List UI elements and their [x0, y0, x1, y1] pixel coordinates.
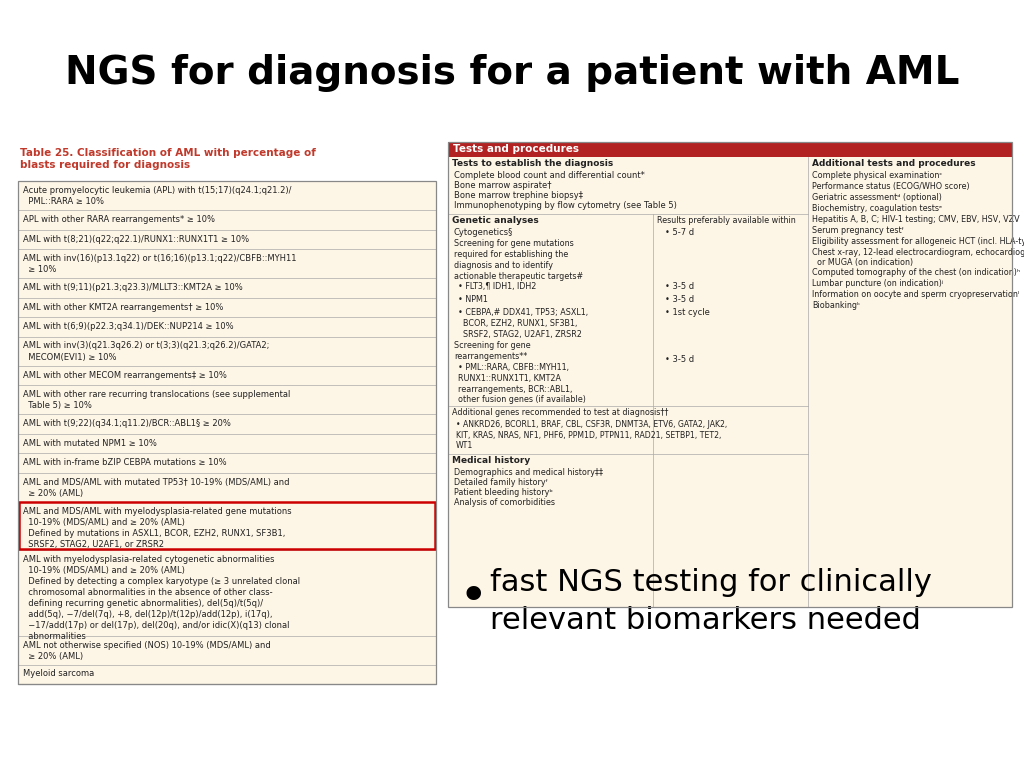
Text: • 3-5 d: • 3-5 d	[665, 282, 694, 291]
Text: Biobankingᵏ: Biobankingᵏ	[812, 301, 860, 310]
Text: Results preferably available within: Results preferably available within	[657, 216, 796, 225]
Text: Performance status (ECOG/WHO score): Performance status (ECOG/WHO score)	[812, 182, 970, 191]
Bar	[19, 502, 435, 549]
Text: • 3-5 d: • 3-5 d	[665, 295, 694, 304]
Text: Tests to establish the diagnosis: Tests to establish the diagnosis	[452, 159, 613, 168]
Text: • CEBPA,# DDX41, TP53; ASXL1,
  BCOR, EZH2, RUNX1, SF3B1,
  SRSF2, STAG2, U2AF1,: • CEBPA,# DDX41, TP53; ASXL1, BCOR, EZH2…	[458, 308, 588, 339]
Text: •: •	[458, 573, 487, 621]
Text: AML with other rare recurring translocations (see supplemental
  Table 5) ≥ 10%: AML with other rare recurring translocat…	[23, 390, 291, 410]
Text: Patient bleeding historyᵇ: Patient bleeding historyᵇ	[454, 488, 553, 497]
Text: Computed tomography of the chest (on indication)ʰ: Computed tomography of the chest (on ind…	[812, 268, 1020, 277]
Text: fast NGS testing for clinically
relevant biomarkers needed: fast NGS testing for clinically relevant…	[490, 568, 932, 635]
Text: • ANKRD26, BCORL1, BRAF, CBL, CSF3R, DNMT3A, ETV6, GATA2, JAK2,
KIT, KRAS, NRAS,: • ANKRD26, BCORL1, BRAF, CBL, CSF3R, DNM…	[456, 420, 727, 451]
Text: AML with t(9;11)(p21.3;q23.3)/MLLT3::KMT2A ≥ 10%: AML with t(9;11)(p21.3;q23.3)/MLLT3::KMT…	[23, 283, 243, 292]
Text: NGS for diagnosis for a patient with AML: NGS for diagnosis for a patient with AML	[65, 54, 959, 92]
Bar	[449, 142, 1012, 607]
Text: Screening for gene
rearrangements**: Screening for gene rearrangements**	[454, 341, 530, 361]
Text: • 3-5 d: • 3-5 d	[665, 355, 694, 364]
Text: Immunophenotyping by flow cytometry (see Table 5): Immunophenotyping by flow cytometry (see…	[454, 201, 677, 210]
Text: AML and MDS/AML with myelodysplasia-related gene mutations
  10-19% (MDS/AML) an: AML and MDS/AML with myelodysplasia-rela…	[23, 507, 292, 549]
Text: Serum pregnancy testᶠ: Serum pregnancy testᶠ	[812, 226, 904, 235]
Text: Medical history: Medical history	[452, 456, 530, 465]
Text: • 1st cycle: • 1st cycle	[665, 308, 710, 317]
Bar	[449, 142, 1012, 157]
Text: • FLT3,¶ IDH1, IDH2: • FLT3,¶ IDH1, IDH2	[458, 282, 537, 291]
Text: Analysis of comorbidities: Analysis of comorbidities	[454, 498, 555, 507]
Text: Cytogenetics§: Cytogenetics§	[454, 228, 513, 237]
Text: Eligibility assessment for allogeneic HCT (incl. HLA-typing)ᵍ: Eligibility assessment for allogeneic HC…	[812, 237, 1024, 246]
Text: Complete blood count and differential count*: Complete blood count and differential co…	[454, 171, 645, 180]
Text: Genetic analyses: Genetic analyses	[452, 216, 539, 225]
Text: Bone marrow aspirate†: Bone marrow aspirate†	[454, 181, 552, 190]
Text: Screening for gene mutations
required for establishing the
diagnosis and to iden: Screening for gene mutations required fo…	[454, 239, 584, 281]
Text: Additional genes recommended to test at diagnosis††: Additional genes recommended to test at …	[452, 408, 669, 417]
Text: AML with mutated NPM1 ≥ 10%: AML with mutated NPM1 ≥ 10%	[23, 439, 157, 448]
Bar	[18, 181, 436, 684]
Text: AML with t(8;21)(q22;q22.1)/RUNX1::RUNX1T1 ≥ 10%: AML with t(8;21)(q22;q22.1)/RUNX1::RUNX1…	[23, 234, 249, 243]
Text: • 5-7 d: • 5-7 d	[665, 228, 694, 237]
Text: Hepatitis A, B, C; HIV-1 testing; CMV, EBV, HSV, VZV: Hepatitis A, B, C; HIV-1 testing; CMV, E…	[812, 215, 1020, 224]
Text: AML with t(9;22)(q34.1;q11.2)/BCR::ABL1§ ≥ 20%: AML with t(9;22)(q34.1;q11.2)/BCR::ABL1§…	[23, 419, 230, 428]
Text: AML with inv(16)(p13.1q22) or t(16;16)(p13.1;q22)/CBFB::MYH11
  ≥ 10%: AML with inv(16)(p13.1q22) or t(16;16)(p…	[23, 254, 297, 274]
Text: AML not otherwise specified (NOS) 10-19% (MDS/AML) and
  ≥ 20% (AML): AML not otherwise specified (NOS) 10-19%…	[23, 641, 270, 660]
Text: Complete physical examinationᶜ: Complete physical examinationᶜ	[812, 171, 942, 180]
Text: AML with other MECOM rearrangements‡ ≥ 10%: AML with other MECOM rearrangements‡ ≥ 1…	[23, 370, 227, 379]
Text: • PML::RARA, CBFB::MYH11,
RUNX1::RUNX1T1, KMT2A
rearrangements, BCR::ABL1,
other: • PML::RARA, CBFB::MYH11, RUNX1::RUNX1T1…	[458, 363, 586, 404]
Text: Geriatric assessmentᵈ (optional): Geriatric assessmentᵈ (optional)	[812, 193, 942, 202]
Text: AML with other KMT2A rearrangements† ≥ 10%: AML with other KMT2A rearrangements† ≥ 1…	[23, 303, 223, 312]
Text: Tests and procedures: Tests and procedures	[453, 144, 579, 154]
Text: Bone marrow trephine biopsy‡: Bone marrow trephine biopsy‡	[454, 191, 583, 200]
Text: Chest x-ray, 12-lead electrocardiogram, echocardiography
  or MUGA (on indicatio: Chest x-ray, 12-lead electrocardiogram, …	[812, 248, 1024, 267]
Text: Detailed family historyᶠ: Detailed family historyᶠ	[454, 478, 548, 487]
Text: AML with myelodysplasia-related cytogenetic abnormalities
  10-19% (MDS/AML) and: AML with myelodysplasia-related cytogene…	[23, 554, 300, 641]
Bar	[449, 157, 1012, 607]
Text: Lumbar puncture (on indication)ʲ: Lumbar puncture (on indication)ʲ	[812, 279, 943, 288]
Text: Information on oocyte and sperm cryopreservationˡ: Information on oocyte and sperm cryopres…	[812, 290, 1019, 299]
Text: Myeloid sarcoma: Myeloid sarcoma	[23, 670, 94, 678]
Text: Table 25. Classification of AML with percentage of
blasts required for diagnosis: Table 25. Classification of AML with per…	[20, 148, 315, 170]
Bar	[18, 181, 436, 684]
Text: • NPM1: • NPM1	[458, 295, 487, 304]
Text: AML and MDS/AML with mutated TP53† 10-19% (MDS/AML) and
  ≥ 20% (AML): AML and MDS/AML with mutated TP53† 10-19…	[23, 478, 290, 498]
Text: Additional tests and procedures: Additional tests and procedures	[812, 159, 976, 168]
Text: Biochemistry, coagulation testsᵉ: Biochemistry, coagulation testsᵉ	[812, 204, 942, 213]
Text: AML with t(6;9)(p22.3;q34.1)/DEK::NUP214 ≥ 10%: AML with t(6;9)(p22.3;q34.1)/DEK::NUP214…	[23, 322, 233, 331]
Text: AML with inv(3)(q21.3q26.2) or t(3;3)(q21.3;q26.2)/GATA2;
  MECOM(EVI1) ≥ 10%: AML with inv(3)(q21.3q26.2) or t(3;3)(q2…	[23, 342, 269, 362]
Text: Acute promyelocytic leukemia (APL) with t(15;17)(q24.1;q21.2)/
  PML::RARA ≥ 10%: Acute promyelocytic leukemia (APL) with …	[23, 186, 292, 206]
Text: APL with other RARA rearrangements* ≥ 10%: APL with other RARA rearrangements* ≥ 10…	[23, 215, 215, 224]
Text: Demographics and medical history‡‡: Demographics and medical history‡‡	[454, 468, 603, 477]
Text: AML with in-frame bZIP CEBPA mutations ≥ 10%: AML with in-frame bZIP CEBPA mutations ≥…	[23, 458, 226, 467]
